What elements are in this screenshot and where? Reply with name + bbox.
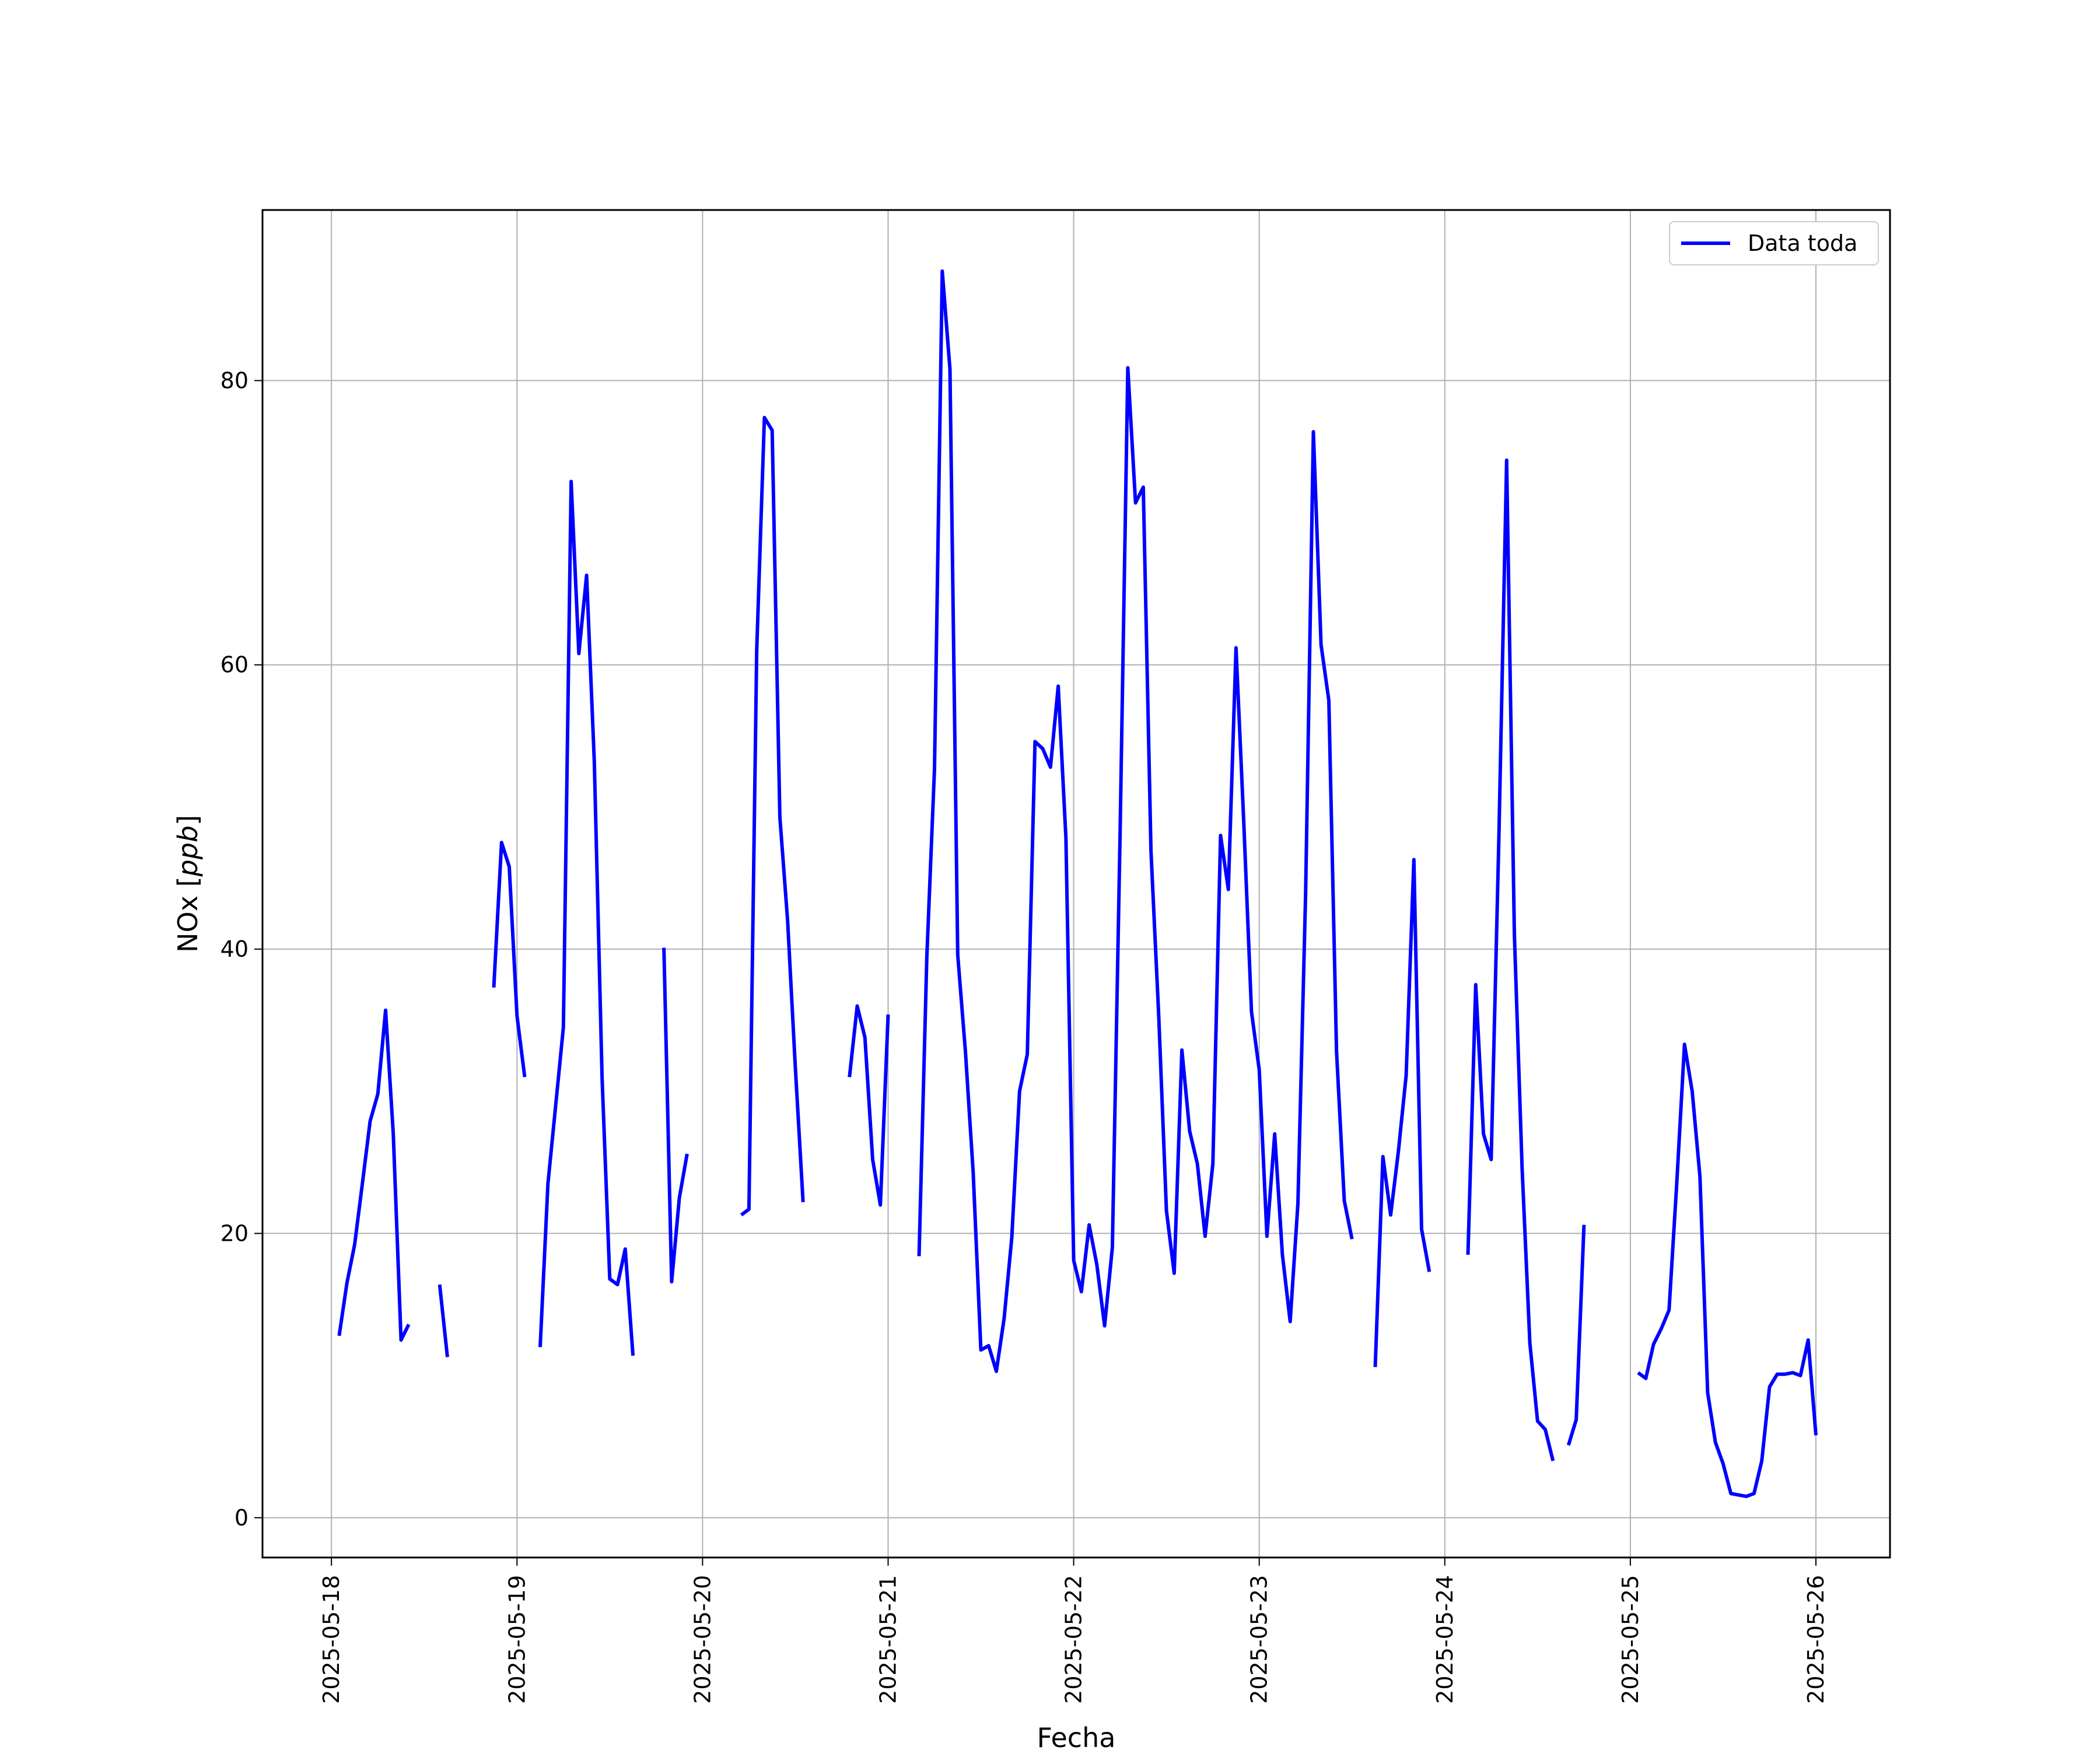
x-tick-label: 2025-05-24 <box>1432 1575 1458 1704</box>
y-axis-ticks: 0 20 40 60 80 <box>220 368 262 1531</box>
y-axis-title-suffix: ] <box>172 815 204 825</box>
x-tick-label: 2025-05-22 <box>1061 1575 1087 1704</box>
legend: Data toda <box>1669 221 1879 265</box>
x-axis-ticks: 2025-05-18 2025-05-19 2025-05-20 2025-05-21… <box>318 1558 1829 1704</box>
series-line-segment <box>662 947 689 1284</box>
y-tick-label: 0 <box>235 1505 249 1531</box>
y-axis-title-unit: ppb <box>172 825 204 877</box>
x-tick-label: 2025-05-19 <box>504 1575 530 1704</box>
x-axis-title: Fecha <box>1037 1722 1116 1750</box>
y-tick-label: 80 <box>220 368 249 393</box>
x-tick-label: 2025-05-21 <box>875 1575 901 1704</box>
series-line-segment <box>1373 858 1432 1367</box>
y-tick-label: 40 <box>220 936 249 962</box>
y-tick-label: 60 <box>220 652 249 678</box>
series-line-segment <box>1466 458 1555 1462</box>
series-line-segment <box>740 415 805 1217</box>
x-tick-label: 2025-05-20 <box>690 1575 715 1704</box>
x-tick-label: 2025-05-25 <box>1618 1575 1643 1704</box>
series-line-segment <box>337 1008 411 1342</box>
series-line-segment <box>1637 1042 1818 1499</box>
x-tick-label: 2025-05-18 <box>318 1575 344 1704</box>
plot-frame <box>261 209 1891 1559</box>
series-line-segment <box>917 269 1354 1373</box>
x-tick-label: 2025-05-26 <box>1803 1575 1829 1704</box>
series-line-segment <box>492 841 527 1077</box>
series-layer <box>337 269 1818 1499</box>
x-tick-label: 2025-05-23 <box>1247 1575 1272 1704</box>
grid-lines <box>262 210 1890 1558</box>
y-axis-title-prefix: NOx [ <box>172 877 204 953</box>
series-line-segment <box>538 480 635 1356</box>
series-line-segment <box>1566 1224 1586 1446</box>
series-line-segment <box>848 1004 890 1207</box>
y-tick-label: 20 <box>220 1220 249 1246</box>
legend-box <box>1669 221 1879 265</box>
legend-label: Data toda <box>1748 230 1857 256</box>
y-axis-title: NOx [ppb] <box>172 815 204 953</box>
series-line-segment <box>438 1284 449 1357</box>
